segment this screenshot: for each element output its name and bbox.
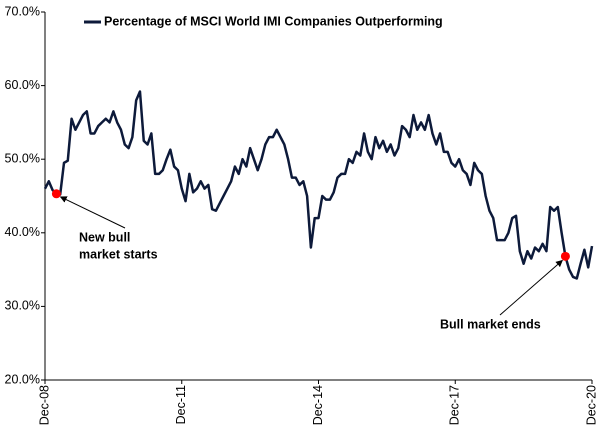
series-line [43, 90, 594, 280]
annotation-text: New bull [79, 230, 130, 244]
y-tick-label: 40.0% [5, 225, 40, 239]
annotation-text: market starts [79, 247, 158, 261]
annotation-dot [51, 189, 61, 199]
annotation-arrow [499, 259, 563, 316]
x-tick-label: Dec-17 [448, 385, 462, 425]
y-tick-label: 20.0% [5, 372, 40, 386]
x-tick-label: Dec-20 [584, 385, 598, 425]
y-tick-label: 70.0% [5, 4, 40, 18]
legend-label: Percentage of MSCI World IMI Companies O… [104, 14, 443, 28]
y-tick-label: 50.0% [5, 151, 40, 165]
annotation-arrow [59, 196, 126, 229]
y-tick-label: 60.0% [5, 78, 40, 92]
x-tick-label: Dec-11 [174, 385, 188, 424]
annotation-dot [560, 251, 570, 261]
y-tick-label: 30.0% [5, 299, 40, 313]
annotation-text: Bull market ends [440, 317, 541, 331]
x-tick-label: Dec-14 [311, 385, 325, 425]
x-tick-label: Dec-08 [37, 385, 51, 425]
